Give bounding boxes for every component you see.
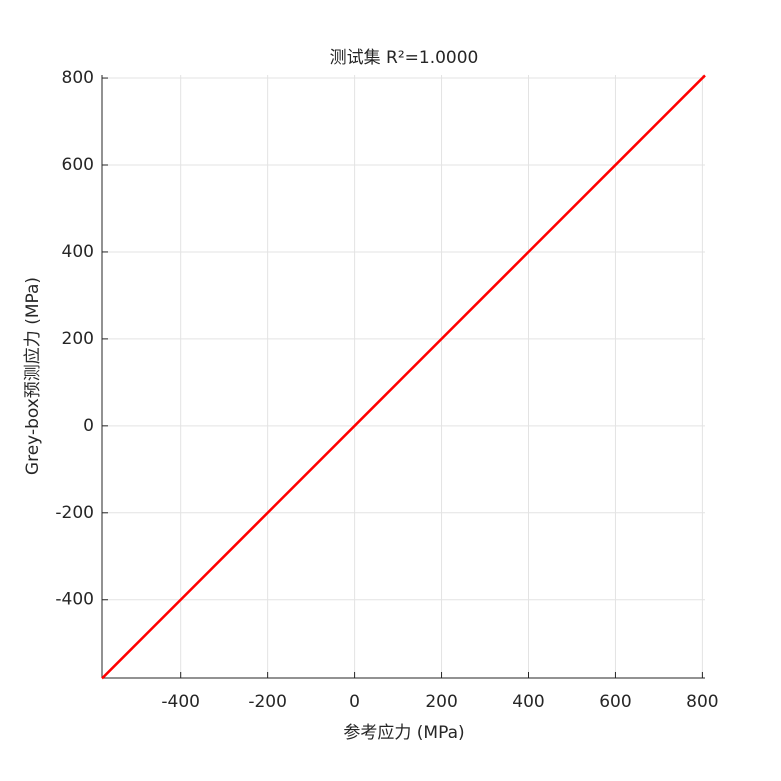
y-axis-label: Grey-box预测应力 (MPa) xyxy=(23,277,43,475)
x-tick-label: 400 xyxy=(512,692,544,712)
y-tick-label: 0 xyxy=(83,416,94,436)
y-tick-label: 200 xyxy=(62,329,94,349)
chart-title: 测试集 R²=1.0000 xyxy=(330,48,479,68)
x-tick-label: 200 xyxy=(425,692,457,712)
data-line xyxy=(101,74,706,680)
x-tick-label: 800 xyxy=(686,692,718,712)
x-tick-label: 600 xyxy=(599,692,631,712)
y-tick-label: -400 xyxy=(55,590,94,610)
y-tick-label: -200 xyxy=(55,503,94,523)
x-tick-label: 0 xyxy=(349,692,360,712)
x-tick-label: -200 xyxy=(248,692,287,712)
x-tick-label: -400 xyxy=(161,692,200,712)
y-tick-label: 400 xyxy=(62,242,94,262)
y-tick-label: 600 xyxy=(62,155,94,175)
x-axis-label: 参考应力 (MPa) xyxy=(343,723,464,743)
y-tick-label: 800 xyxy=(62,68,94,88)
